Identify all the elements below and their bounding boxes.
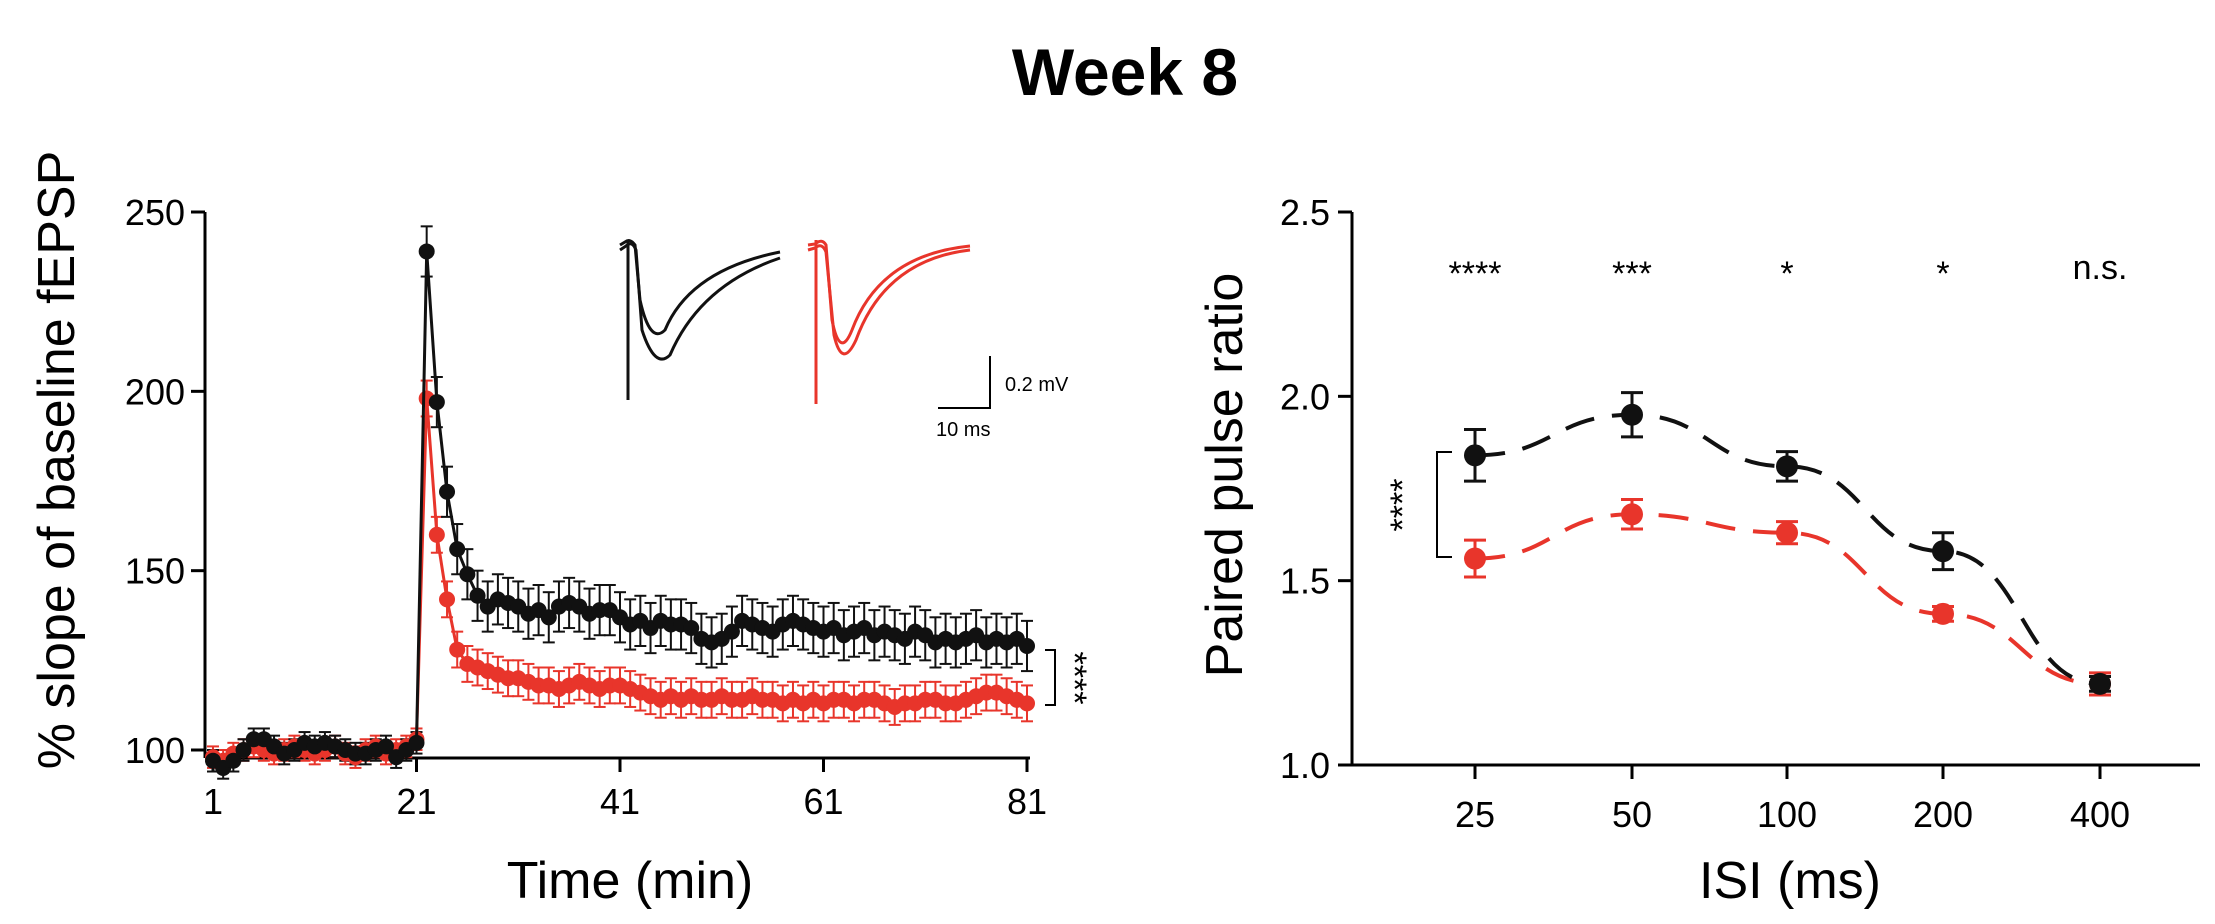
figure-title: Week 8 — [1012, 35, 1238, 109]
black-trace-1 — [619, 239, 781, 336]
black-data-point — [428, 394, 445, 411]
black-data-point — [469, 587, 486, 604]
black-data-point — [408, 734, 425, 751]
left-x-axis-label: Time (min) — [507, 852, 754, 910]
left-significance-bracket — [1045, 649, 1056, 706]
significance-label: n.s. — [2073, 249, 2128, 287]
right-y-tick-label: 2.0 — [1280, 376, 1330, 417]
left-x-tick-label: 21 — [396, 781, 436, 822]
red-ppr-data-point — [1776, 521, 1798, 544]
black-data-point — [235, 742, 252, 758]
right-y-tick-label: 1.5 — [1280, 561, 1330, 602]
black-data-point — [377, 738, 394, 755]
right-axes: 1.0 1.5 2.0 2.5 25 50 100 200 400 — [1280, 192, 2200, 835]
fepsp-trace-inset: 0.2 mV 10 ms — [619, 239, 1069, 441]
left-y-tick-label: 100 — [125, 730, 185, 771]
black-ppr-line — [1474, 412, 2101, 686]
red-ppr-data-point — [1621, 503, 1643, 526]
left-x-tick-label: 61 — [803, 781, 843, 822]
right-bracket-label: **** — [1384, 479, 1422, 532]
right-x-tick-label: 400 — [2070, 794, 2130, 835]
left-x-tick-label: 41 — [600, 781, 640, 822]
black-data-point — [449, 541, 466, 558]
black-data-point — [225, 752, 242, 769]
right-series — [1464, 391, 2111, 697]
right-significance-labels: **** *** * * n.s. — [1449, 249, 2128, 293]
right-x-tick-label: 25 — [1455, 794, 1495, 835]
black-data-point — [439, 483, 456, 500]
scale-bar-time-label: 10 ms — [936, 419, 990, 441]
black-data-point — [683, 620, 700, 637]
black-data-point — [418, 243, 435, 260]
right-y-tick-label: 2.5 — [1280, 192, 1330, 233]
red-ppr-line — [1474, 512, 2101, 686]
significance-label: * — [1780, 255, 1793, 293]
right-x-tick-label: 50 — [1612, 794, 1652, 835]
significance-label: **** — [1449, 255, 1502, 293]
red-ppr-data-point — [1932, 602, 1954, 625]
left-y-tick-label: 200 — [125, 371, 185, 412]
black-ppr-data-point — [1776, 455, 1798, 478]
black-data-point — [723, 623, 740, 640]
right-x-axis-label: ISI (ms) — [1699, 852, 1881, 910]
red-data-point — [439, 591, 456, 608]
right-y-axis-label: Paired pulse ratio — [1196, 273, 1254, 678]
right-x-tick-label: 200 — [1913, 794, 1973, 835]
black-trace-2 — [619, 242, 781, 361]
red-trace-1 — [807, 239, 971, 345]
right-chart: 1.01.52.02.525 50 100 200 400 **** *** * * n.s. … — [1196, 192, 2200, 910]
right-significance-bracket — [1436, 451, 1452, 558]
black-data-point — [459, 566, 476, 583]
red-data-point — [449, 641, 466, 658]
black-ppr-data-point — [1621, 403, 1643, 426]
left-y-tick-label: 250 — [125, 192, 185, 233]
left-chart: 100 150 200 250 1 21 41 61 81 Time (min) % slope… — [28, 151, 1093, 910]
left-significance: **** — [1045, 649, 1093, 706]
red-trace-2 — [807, 244, 971, 356]
red-data-point — [1019, 695, 1035, 712]
significance-label: * — [1936, 255, 1949, 293]
black-ppr-data-point — [2089, 672, 2111, 695]
scale-bar — [938, 356, 991, 409]
left-x-tick-label: 81 — [1007, 781, 1047, 822]
left-x-tick-label: 1 — [203, 781, 223, 822]
left-y-tick-label: 150 — [125, 551, 185, 592]
black-data-point — [540, 609, 557, 626]
black-data-point — [1019, 637, 1035, 654]
red-ppr-data-point — [1464, 547, 1486, 570]
left-series — [205, 243, 1035, 776]
black-ppr-data-point — [1464, 444, 1486, 467]
left-y-axis-label: % slope of baseline fEPSP — [28, 151, 86, 770]
right-y-tick-label: 1.0 — [1280, 745, 1330, 786]
scale-bar-voltage-label: 0.2 mV — [1005, 374, 1069, 396]
red-data-point — [428, 526, 445, 543]
black-ppr-data-point — [1932, 540, 1954, 563]
left-axes: 100 150 200 250 1 21 41 61 81 — [125, 192, 1047, 822]
left-significance-label: **** — [1055, 652, 1093, 705]
significance-label: *** — [1612, 255, 1652, 293]
right-x-tick-label: 100 — [1757, 794, 1817, 835]
left-error-bars — [207, 225, 1033, 780]
